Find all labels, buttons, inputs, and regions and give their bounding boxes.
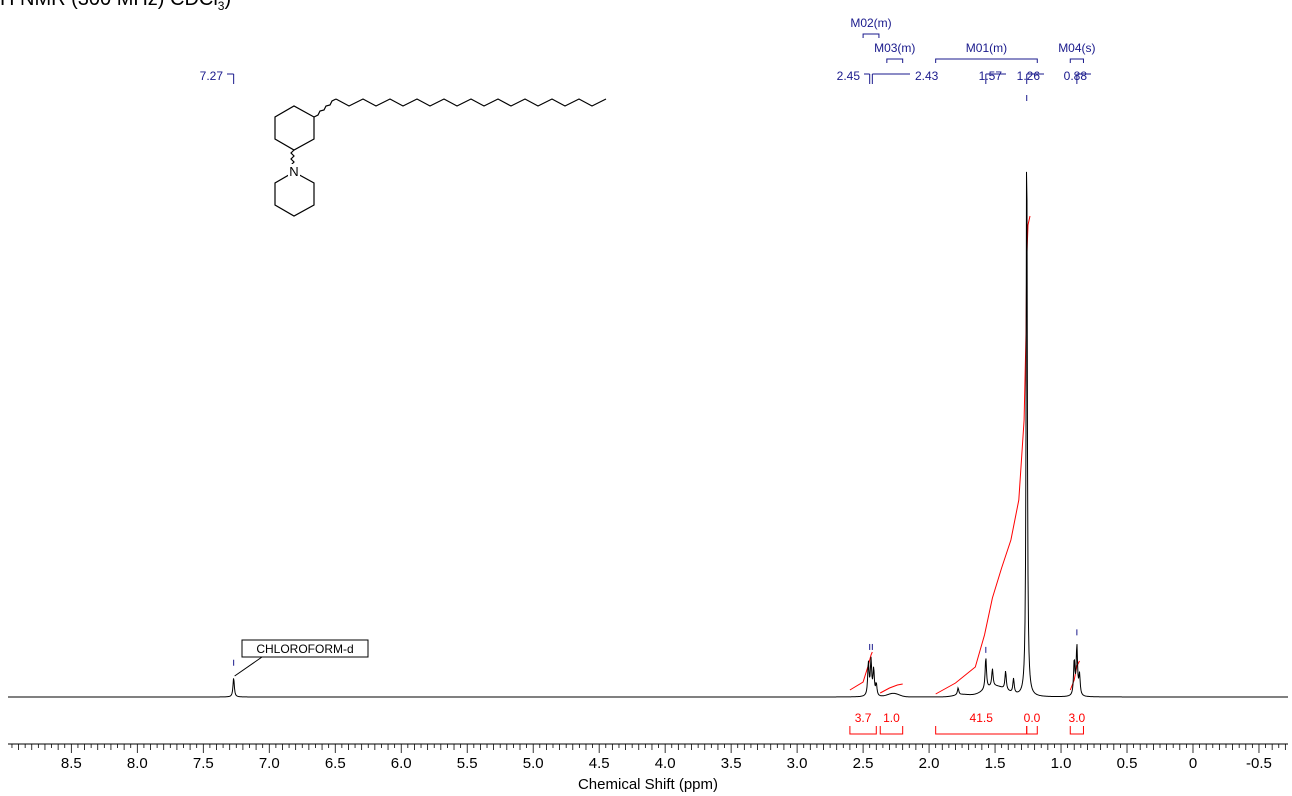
nitrogen-atom-label: N bbox=[289, 164, 298, 179]
integral-labels: 3.7 1.0 41.5 0.0 3.0 bbox=[849, 711, 1086, 735]
integral-bracket bbox=[935, 726, 1028, 735]
x-tick-label: -0.5 bbox=[1246, 755, 1272, 772]
integral-value: 41.5 bbox=[970, 711, 994, 725]
spectrum-line bbox=[8, 171, 1288, 698]
x-tick-label: 7.5 bbox=[193, 755, 214, 772]
integral-value: 0.0 bbox=[1024, 711, 1041, 725]
annotation-box bbox=[241, 639, 369, 658]
x-tick-label: 4.0 bbox=[655, 755, 676, 772]
x-tick-label: 0 bbox=[1189, 755, 1197, 772]
x-tick-label: 1.0 bbox=[1051, 755, 1072, 772]
multiplet-label: M02(m) bbox=[850, 16, 891, 30]
spectrum-trace bbox=[8, 171, 1288, 698]
x-tick-label: 5.0 bbox=[523, 755, 544, 772]
integral-bracket bbox=[1069, 726, 1084, 735]
solvent-annotation: CHLOROFORM-d bbox=[234, 639, 369, 677]
x-tick-label: 2.5 bbox=[853, 755, 874, 772]
multiplet-label: M04(s) bbox=[1058, 41, 1095, 55]
peak-label: 7.27 bbox=[200, 69, 224, 83]
integral-value: 3.7 bbox=[855, 711, 872, 725]
integral-curves bbox=[849, 215, 1080, 695]
integral-bracket bbox=[849, 726, 877, 735]
x-tick-label: 8.5 bbox=[61, 755, 82, 772]
spectrum-title: H NMR (300 MHz) CDCl3) bbox=[0, 0, 231, 13]
multiplet-bracket bbox=[862, 33, 880, 38]
peak-labels: 7.27 2.45 2.43 1.57 1.26 0.88 bbox=[200, 69, 1091, 666]
x-tick-label: 2.0 bbox=[919, 755, 940, 772]
piperidine-ring bbox=[274, 171, 315, 217]
x-tick-label: 6.0 bbox=[391, 755, 412, 772]
peak-label: 1.26 bbox=[1017, 69, 1041, 83]
x-tick-label: 1.5 bbox=[985, 755, 1006, 772]
x-axis: 8.5 8.0 7.5 7.0 6.5 6.0 5.5 5.0 4.5 4.0 3.5 3.0 2.5 2… bbox=[8, 743, 1288, 772]
wavy-bond-n bbox=[290, 149, 295, 166]
x-tick-label: 3.0 bbox=[787, 755, 808, 772]
x-tick-label: 3.5 bbox=[721, 755, 742, 772]
integral-bracket bbox=[879, 726, 904, 735]
integral-bracket bbox=[1026, 726, 1038, 735]
x-tick-label: 0.5 bbox=[1117, 755, 1138, 772]
peak-label: 0.88 bbox=[1064, 69, 1088, 83]
multiplet-label: M01(m) bbox=[966, 41, 1007, 55]
integral-value: 1.0 bbox=[883, 711, 900, 725]
x-tick-label: 5.5 bbox=[457, 755, 478, 772]
multiplet-bracket bbox=[935, 58, 1038, 63]
integral-curve bbox=[935, 215, 1031, 695]
alkyl-chain bbox=[335, 98, 607, 107]
wavy-bond-chain bbox=[313, 98, 337, 118]
peak-label: 2.43 bbox=[915, 69, 939, 83]
peak-label: 2.45 bbox=[837, 69, 861, 83]
x-tick-label: 7.0 bbox=[259, 755, 280, 772]
molecule-structure bbox=[274, 98, 607, 217]
peak-label: 1.57 bbox=[979, 69, 1003, 83]
annotation-leader bbox=[234, 656, 263, 677]
multiplet-bracket bbox=[886, 58, 904, 63]
integral-curve bbox=[879, 683, 903, 694]
x-tick-label: 4.5 bbox=[589, 755, 610, 772]
integral-value: 3.0 bbox=[1069, 711, 1086, 725]
x-tick-label: 6.5 bbox=[325, 755, 346, 772]
x-tick-label: 8.0 bbox=[127, 755, 148, 772]
x-axis-title: Chemical Shift (ppm) bbox=[578, 776, 718, 793]
multiplet-label: M03(m) bbox=[874, 41, 915, 55]
multiplet-bracket bbox=[1069, 58, 1084, 63]
multiplet-labels: M02(m) M03(m) M01(m) M04(s) bbox=[850, 16, 1096, 63]
cyclohexane-ring bbox=[274, 105, 315, 151]
annotation-text: CHLOROFORM-d bbox=[256, 642, 353, 656]
